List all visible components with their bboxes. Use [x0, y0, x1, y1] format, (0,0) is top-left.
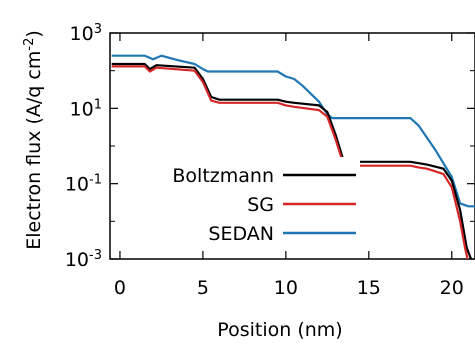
- y-tick-base: 10: [65, 249, 89, 271]
- y-tick-exponent: -3: [89, 248, 102, 263]
- x-tick-label: 5: [197, 277, 209, 299]
- y-tick-label: 101: [70, 97, 102, 121]
- x-tick-label: 20: [440, 277, 464, 299]
- y-axis-title: Electron flux (A/q cm-2): [22, 30, 46, 250]
- x-tick-label: 10: [274, 277, 298, 299]
- legend: Boltzmann SG SEDAN: [150, 157, 360, 249]
- legend-label: SEDAN: [208, 223, 274, 245]
- y-axis-title-main: Electron flux (A/q cm: [23, 51, 45, 250]
- y-tick-label: 10-1: [65, 172, 102, 196]
- y-tick-label: 103: [70, 22, 102, 46]
- series-line-sedan: [111, 54, 475, 208]
- y-tick-base: 10: [70, 98, 94, 120]
- series-line-sg: [111, 65, 469, 259]
- x-tick-label: 0: [114, 277, 126, 299]
- x-tick-labels: 0 5 10 15 20: [114, 277, 464, 299]
- y-axis-title-close: ): [23, 30, 45, 37]
- y-tick-base: 10: [70, 23, 94, 45]
- axis-ticks: [110, 32, 475, 260]
- x-tick-label: 15: [357, 277, 381, 299]
- series-layer: [111, 54, 475, 259]
- y-tick-exponent: 3: [94, 22, 102, 37]
- y-tick-exponent: -1: [89, 172, 102, 187]
- legend-label: Boltzmann: [172, 165, 274, 187]
- y-tick-label: 10-3: [65, 248, 102, 272]
- series-line-boltzmann: [111, 62, 473, 259]
- x-axis-title: Position (nm): [217, 319, 342, 341]
- y-axis-title-superscript: -2: [22, 38, 37, 51]
- y-tick-base: 10: [65, 174, 89, 196]
- legend-label: SG: [247, 194, 274, 216]
- y-tick-exponent: 1: [94, 97, 102, 112]
